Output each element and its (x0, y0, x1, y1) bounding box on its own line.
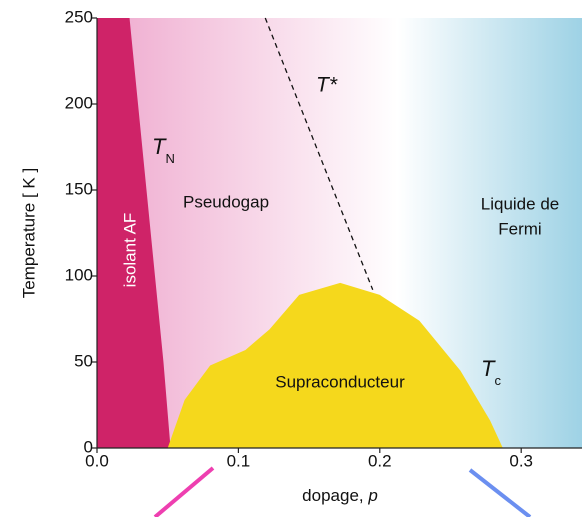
pointer-line (153, 466, 215, 517)
y-tick-label: 250 (65, 7, 93, 26)
y-tick-label: 150 (65, 179, 93, 198)
annotation-sub: N (165, 151, 174, 166)
annotation-main: T (481, 356, 496, 381)
y-axis-label: Temperature [ K ] (19, 168, 38, 298)
y-tick-label: 0 (84, 437, 93, 456)
y-tick-label: 50 (74, 351, 93, 370)
pointer-line (468, 468, 532, 517)
phase-region (167, 282, 503, 448)
y-tick-label: 200 (65, 93, 93, 112)
x-tick-label: 0.1 (227, 451, 251, 470)
x-axis-label: dopage, p (302, 486, 378, 505)
annotation: Liquide de (481, 194, 559, 213)
x-tick-label: 0.2 (368, 451, 392, 470)
annotation: Fermi (498, 219, 541, 238)
annotation: Tc (481, 356, 501, 389)
annotation: Pseudogap (183, 192, 269, 211)
annotation-main: T (152, 134, 167, 159)
x-tick-label: 0.3 (509, 451, 533, 470)
region-label: isolant AF (120, 213, 139, 288)
phase-region (97, 18, 171, 448)
x-axis-label-var: p (367, 486, 377, 505)
y-tick-label: 100 (65, 265, 93, 284)
x-axis-label-text: dopage, (302, 486, 368, 505)
annotation: TN (152, 134, 175, 167)
line-label: T* (316, 74, 338, 97)
crossover-line (264, 17, 374, 290)
annotation-sub: c (494, 373, 501, 388)
region-label: Supraconducteur (275, 372, 405, 391)
x-tick-label: 0.0 (85, 451, 109, 470)
